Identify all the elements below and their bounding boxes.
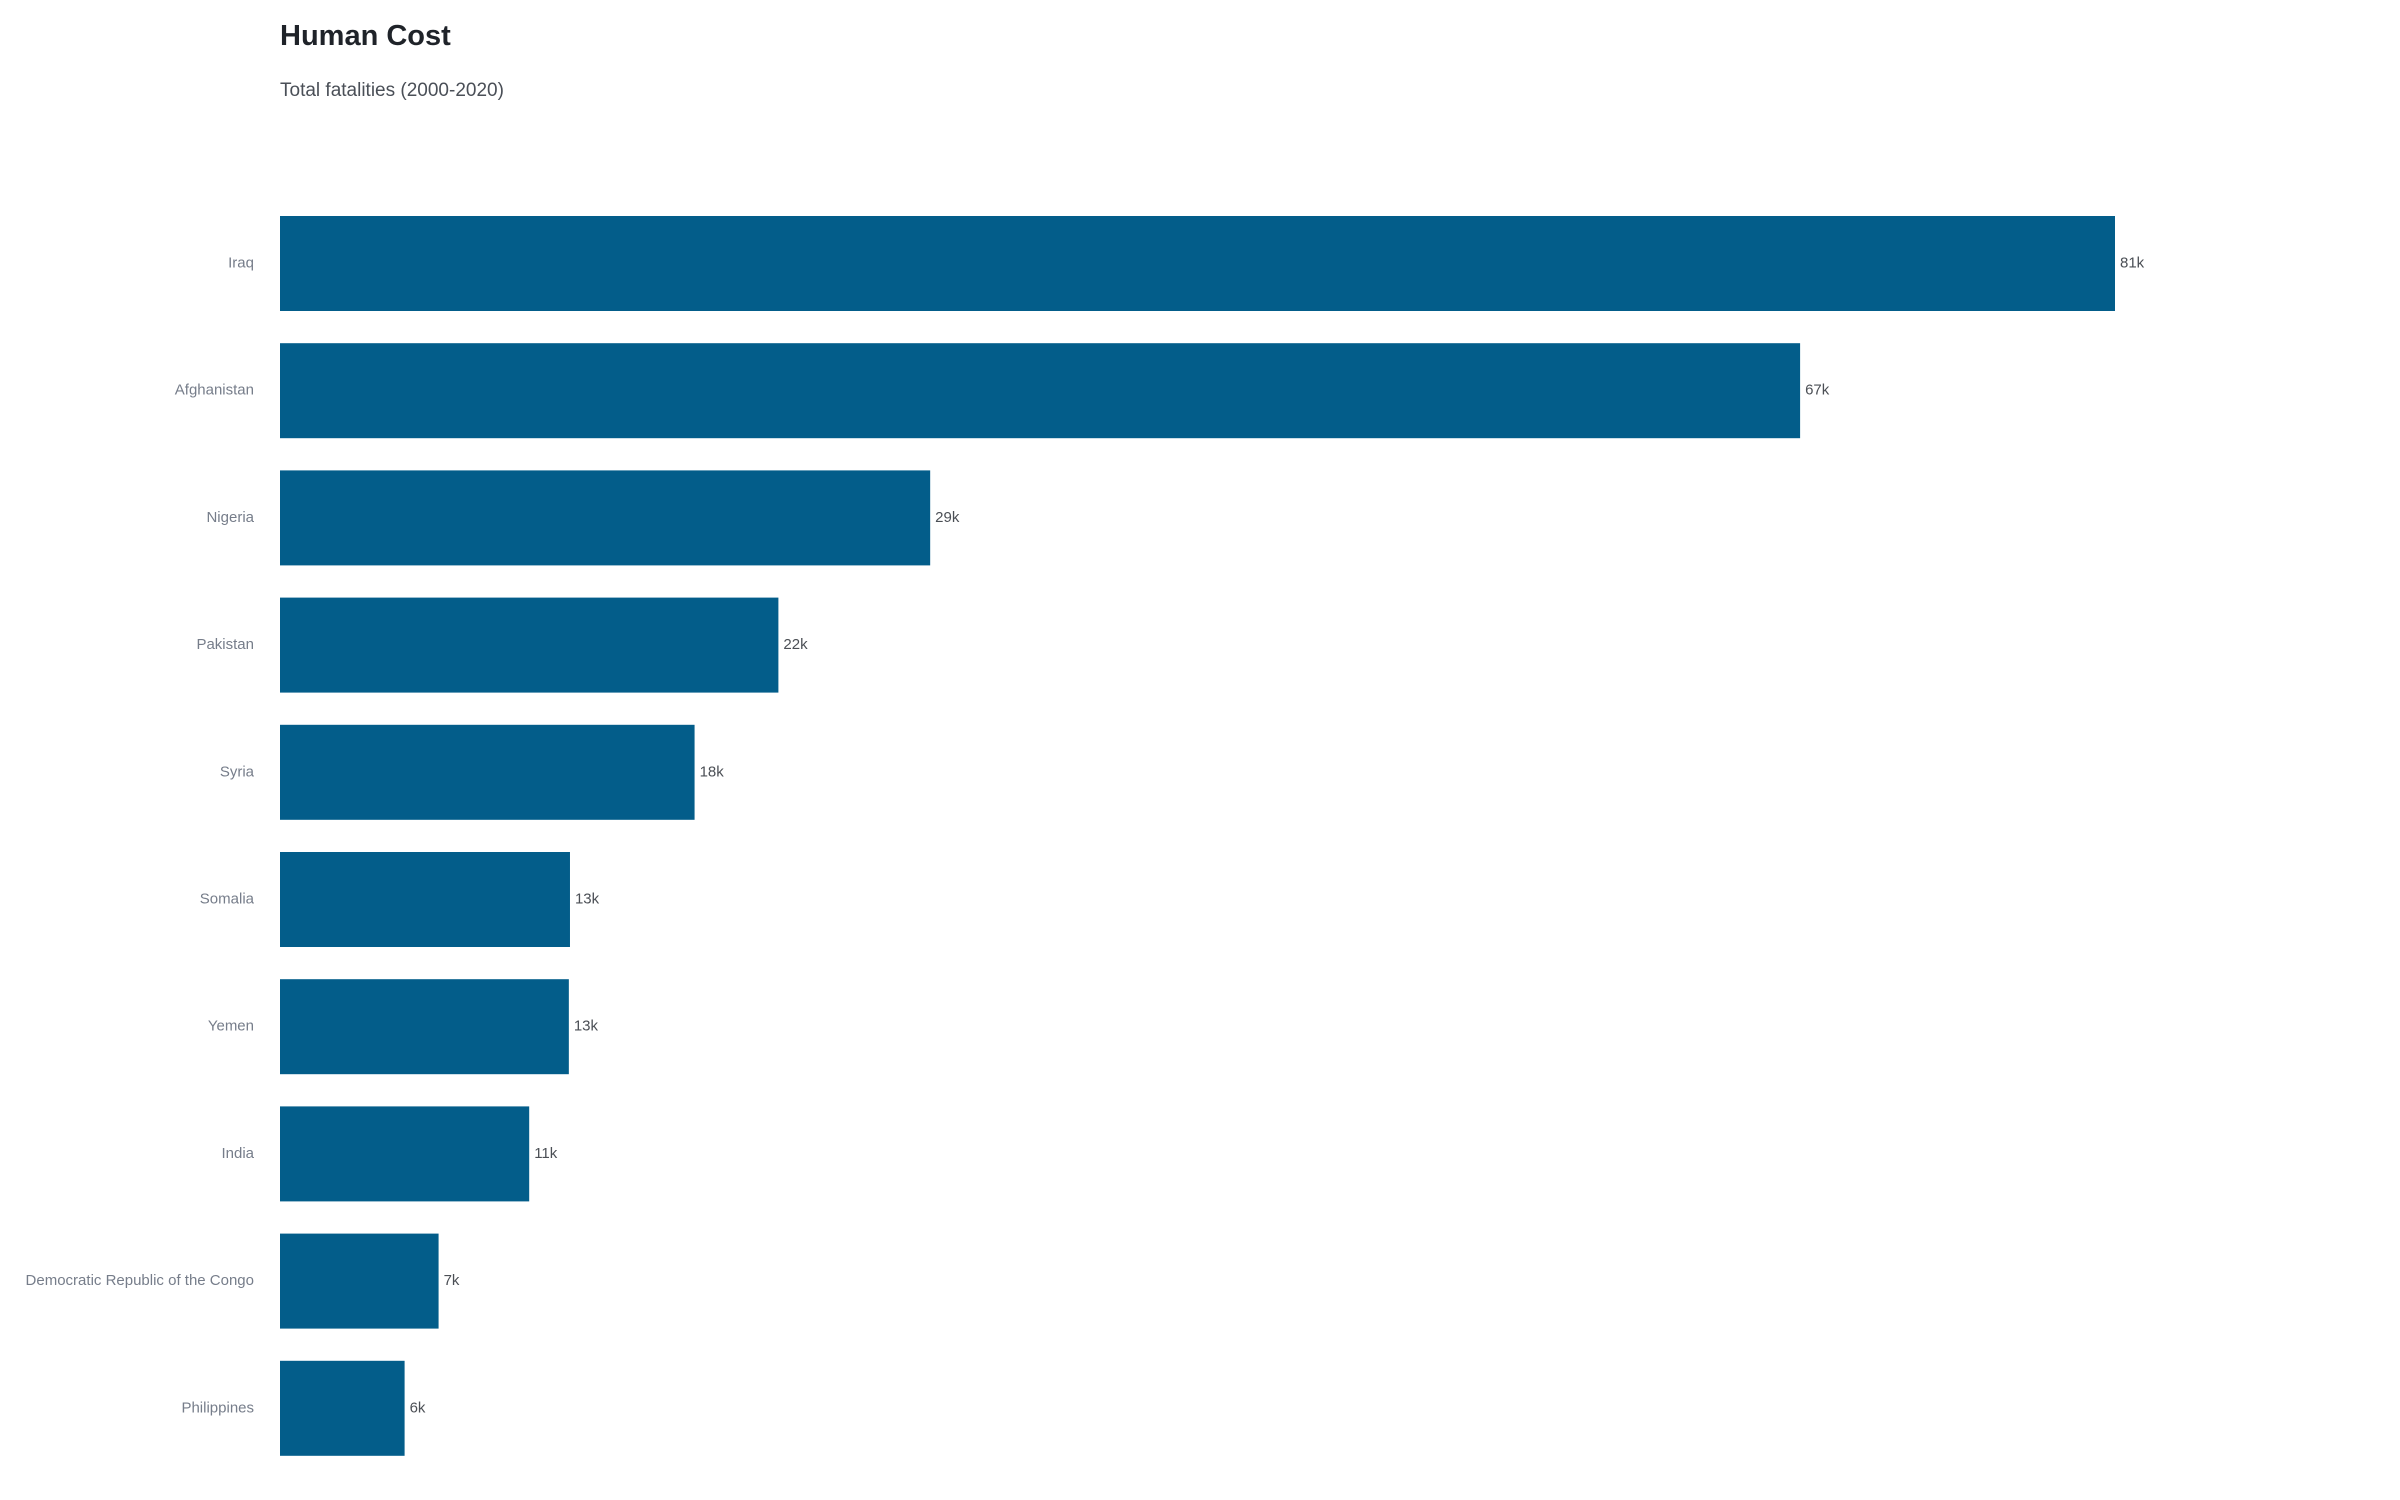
category-label: Pakistan bbox=[196, 636, 254, 653]
category-label: India bbox=[221, 1145, 254, 1162]
category-label: Democratic Republic of the Congo bbox=[26, 1272, 254, 1289]
bar bbox=[280, 979, 569, 1075]
bar bbox=[280, 343, 1801, 439]
category-label: Iraq bbox=[228, 254, 254, 271]
value-label: 18k bbox=[700, 763, 725, 780]
value-label: 11k bbox=[534, 1145, 558, 1162]
category-label: Yemen bbox=[208, 1018, 254, 1035]
bar bbox=[280, 216, 2115, 311]
value-label: 22k bbox=[783, 636, 808, 653]
category-labels-group: Iraq Afghanistan Nigeria Pakistan Syria Somal… bbox=[26, 254, 255, 1416]
category-label: Nigeria bbox=[206, 509, 254, 526]
value-label: 6k bbox=[410, 1399, 426, 1416]
value-label: 13k bbox=[574, 1018, 599, 1035]
value-label: 7k bbox=[444, 1272, 460, 1289]
bar bbox=[280, 852, 570, 947]
category-label: Afghanistan bbox=[175, 382, 254, 399]
chart-title: Human Cost bbox=[280, 20, 451, 52]
category-label: Somalia bbox=[200, 890, 255, 907]
category-label: Philippines bbox=[181, 1399, 254, 1416]
value-labels-group: 81k 67k 29k 22k 18k 13k 13k 11k 7k 6k bbox=[410, 254, 2145, 1416]
bars-group bbox=[280, 216, 2115, 1456]
bar bbox=[280, 470, 931, 566]
bar bbox=[280, 1360, 405, 1456]
value-label: 13k bbox=[575, 890, 600, 907]
value-label: 29k bbox=[935, 509, 960, 526]
category-label: Syria bbox=[220, 763, 255, 780]
bar bbox=[280, 1106, 530, 1202]
bar bbox=[280, 1233, 439, 1329]
value-label: 81k bbox=[2120, 254, 2145, 271]
value-label: 67k bbox=[1805, 382, 1830, 399]
chart-subtitle: Total fatalities (2000-2020) bbox=[280, 80, 504, 101]
bar bbox=[280, 597, 779, 693]
bar bbox=[280, 724, 695, 820]
